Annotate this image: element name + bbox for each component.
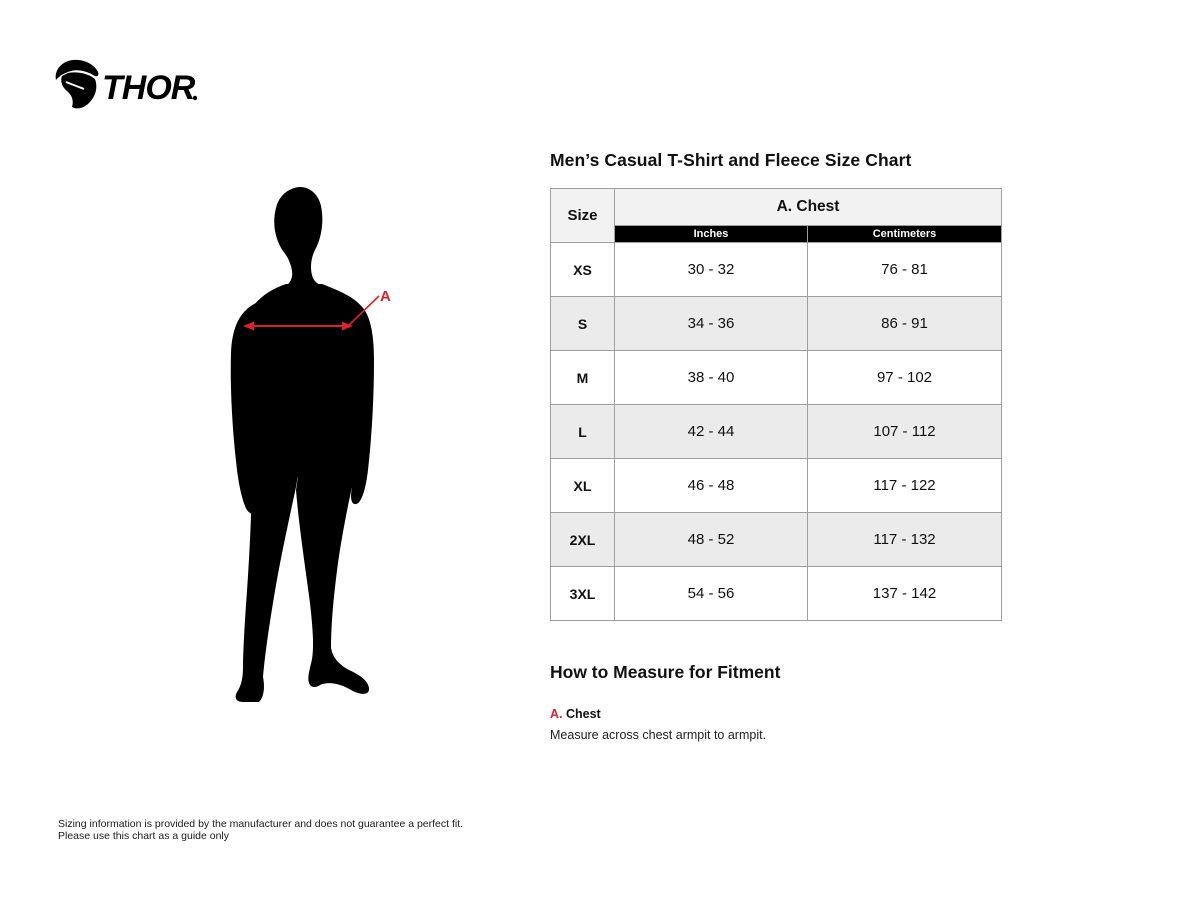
disclaimer-line-2: Please use this chart as a guide only (58, 830, 230, 843)
size-column-header: Size (550, 188, 615, 243)
centimeters-cell: 107 - 112 (807, 404, 1002, 459)
size-cell: M (550, 350, 615, 405)
size-cell: S (550, 296, 615, 351)
thor-goat-icon (55, 59, 99, 109)
size-cell: 3XL (550, 566, 615, 621)
centimeters-column-header: Centimeters (807, 225, 1002, 243)
centimeters-cell: 137 - 142 (807, 566, 1002, 621)
disclaimer-line-1: Sizing information is provided by the ma… (58, 818, 464, 830)
male-silhouette (230, 186, 374, 702)
measure-item-description: Measure across chest armpit to armpit. (550, 728, 767, 743)
centimeters-cell: 97 - 102 (807, 350, 1002, 405)
size-chart-table: Size A. Chest Inches Centimeters XS 30 - … (550, 188, 1002, 621)
chest-group-header: A. Chest (614, 188, 1002, 226)
how-to-measure-heading: How to Measure for Fitment (550, 662, 781, 682)
disclaimer: Sizing information is provided by the ma… (58, 818, 463, 843)
chest-measure-label: A (380, 288, 391, 305)
table-row: 3XL 54 - 56 137 - 142 (550, 566, 1002, 621)
inches-cell: 48 - 52 (614, 512, 808, 567)
table-row: L 42 - 44 107 - 112 (550, 404, 1002, 459)
measure-item-chest: A. Chest Measure across chest armpit to … (550, 705, 1002, 744)
measure-item-name: Chest (565, 707, 601, 721)
size-cell: XL (550, 458, 615, 513)
table-row: M 38 - 40 97 - 102 (550, 350, 1002, 405)
centimeters-cell: 117 - 132 (807, 512, 1002, 567)
inches-cell: 42 - 44 (614, 404, 808, 459)
centimeters-cell: 76 - 81 (807, 242, 1002, 297)
measure-item-key: A. (550, 707, 563, 721)
chest-measure-arrow (243, 295, 380, 331)
inches-column-header: Inches (614, 225, 808, 243)
thor-logo: THOR (54, 58, 204, 110)
page-title: Men’s Casual T-Shirt and Fleece Size Cha… (550, 150, 912, 170)
thor-logo-wordmark: THOR (102, 69, 196, 107)
inches-cell: 34 - 36 (614, 296, 808, 351)
size-chart-content: Men’s Casual T-Shirt and Fleece Size Cha… (550, 150, 1002, 744)
size-cell: L (550, 404, 615, 459)
table-row: 2XL 48 - 52 117 - 132 (550, 512, 1002, 567)
inches-cell: 54 - 56 (614, 566, 808, 621)
male-silhouette-graphic: A (230, 186, 391, 702)
table-row: S 34 - 36 86 - 91 (550, 296, 1002, 351)
thor-logo-mark-dot (192, 95, 198, 101)
fitment-figure: A (210, 185, 410, 705)
table-row: XS 30 - 32 76 - 81 (550, 242, 1002, 297)
table-row: XL 46 - 48 117 - 122 (550, 458, 1002, 513)
inches-cell: 30 - 32 (614, 242, 808, 297)
size-cell: 2XL (550, 512, 615, 567)
thor-logo-graphic: THOR (55, 59, 198, 109)
size-cell: XS (550, 242, 615, 297)
inches-cell: 38 - 40 (614, 350, 808, 405)
size-table-body: XS 30 - 32 76 - 81 S 34 - 36 86 - 91 M 38 - 40 9… (550, 242, 1002, 621)
centimeters-cell: 117 - 122 (807, 458, 1002, 513)
centimeters-cell: 86 - 91 (807, 296, 1002, 351)
table-header-row: Size A. Chest (550, 188, 1002, 243)
table-units-row: Inches Centimeters (551, 225, 1002, 243)
inches-cell: 46 - 48 (614, 458, 808, 513)
